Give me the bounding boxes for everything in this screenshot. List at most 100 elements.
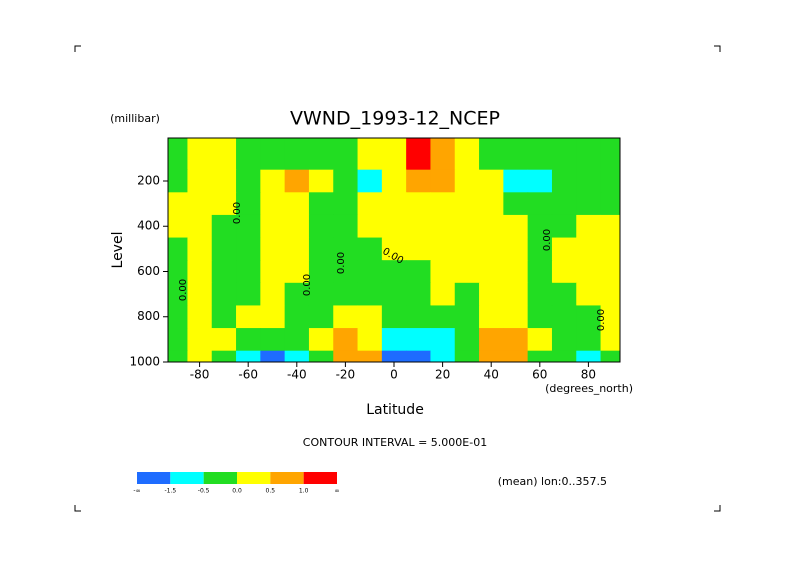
field-cell — [168, 260, 188, 284]
x-tick-label: 80 — [581, 368, 596, 382]
field-cell — [600, 169, 621, 193]
field-cell — [576, 214, 602, 239]
colorbar-box — [170, 472, 204, 484]
field-cell — [308, 237, 334, 261]
field-cell — [430, 214, 456, 239]
field-cell — [333, 138, 359, 171]
field-cell — [168, 169, 188, 193]
field-cell — [381, 192, 407, 216]
field-cell — [357, 237, 383, 261]
field-cell — [284, 305, 310, 329]
field-cell — [600, 260, 621, 284]
field-cell — [284, 328, 310, 352]
field-cell — [576, 138, 602, 171]
field-cell — [211, 138, 237, 171]
field-cell — [236, 305, 261, 329]
field-cell — [284, 260, 310, 284]
field-cell — [454, 169, 480, 193]
contour-label: 0.00 — [232, 202, 243, 224]
field-cell — [211, 260, 237, 284]
field-cell — [187, 305, 213, 329]
field-cell — [211, 237, 237, 261]
field-cell — [211, 214, 237, 239]
field-cell — [527, 305, 553, 329]
field-cell — [406, 192, 431, 216]
colorbar-box — [137, 472, 171, 484]
field-cell — [357, 328, 383, 352]
field-cell — [284, 237, 310, 261]
field-cell — [600, 350, 621, 363]
field-cell — [168, 350, 188, 363]
field-cell — [381, 350, 407, 363]
field-cell — [406, 282, 431, 306]
field-cell — [308, 169, 334, 193]
field-cell — [381, 169, 407, 193]
field-cell — [600, 192, 621, 216]
field-cell — [260, 138, 286, 171]
y-tick-label: 800 — [137, 309, 160, 323]
field-cell — [503, 328, 529, 352]
field-cell — [236, 260, 261, 284]
field-cell — [168, 282, 188, 306]
field-cell — [211, 305, 237, 329]
contour-label: 0.00 — [542, 229, 553, 251]
colorbar-end: ∞ — [335, 488, 340, 495]
field-cell — [430, 237, 456, 261]
field-cell — [527, 214, 553, 239]
field-cell — [357, 350, 383, 363]
field-cell — [333, 169, 359, 193]
field-cell — [600, 282, 621, 306]
field-cell — [308, 138, 334, 171]
field-cell — [333, 305, 359, 329]
field-cell — [187, 214, 213, 239]
field-cell — [333, 237, 359, 261]
field-cell — [236, 282, 261, 306]
field-cell — [576, 282, 602, 306]
field-cell — [503, 169, 529, 193]
field-cell — [454, 350, 480, 363]
field-cell — [479, 305, 504, 329]
field-cell — [333, 260, 359, 284]
field-cell — [187, 237, 213, 261]
field-cell — [260, 282, 286, 306]
x-tick-label: -40 — [287, 368, 307, 382]
field-cell — [576, 237, 602, 261]
footnote: CONTOUR INTERVAL = 5.000E-01 — [303, 436, 487, 449]
colorbar-label: 0.5 — [266, 488, 276, 495]
field-cell — [187, 138, 213, 171]
colorbar-box — [270, 472, 304, 484]
colorbar: -∞ ∞ -1.5 -0.5 0.0 0.5 1.0 — [133, 472, 340, 495]
field-cell — [454, 305, 480, 329]
y-tick-label: 200 — [137, 173, 160, 187]
field-cell — [576, 169, 602, 193]
field-cell — [284, 138, 310, 171]
field-cell — [430, 282, 456, 306]
x-tick-label: 0 — [390, 368, 398, 382]
field-cell — [308, 350, 334, 363]
field-cell — [211, 282, 237, 306]
field-cell — [357, 192, 383, 216]
field-cell — [284, 282, 310, 306]
field-cell — [551, 260, 577, 284]
field-cell — [211, 169, 237, 193]
field-cell — [551, 305, 577, 329]
field-cell — [479, 192, 504, 216]
field-cell — [454, 214, 480, 239]
field-cell — [527, 328, 553, 352]
field-cell — [211, 328, 237, 352]
chart-title: VWND_1993-12_NCEP — [290, 108, 500, 130]
field-cell — [260, 260, 286, 284]
field-cell — [357, 260, 383, 284]
field-cell — [406, 328, 431, 352]
field-cell — [503, 305, 529, 329]
field-cell — [187, 328, 213, 352]
field-cell — [527, 282, 553, 306]
field-cell — [308, 282, 334, 306]
field-cell — [357, 214, 383, 239]
field-cell — [503, 237, 529, 261]
field-cell — [600, 138, 621, 171]
field-cell — [260, 214, 286, 239]
field-cell — [381, 237, 407, 261]
field-cell — [479, 282, 504, 306]
